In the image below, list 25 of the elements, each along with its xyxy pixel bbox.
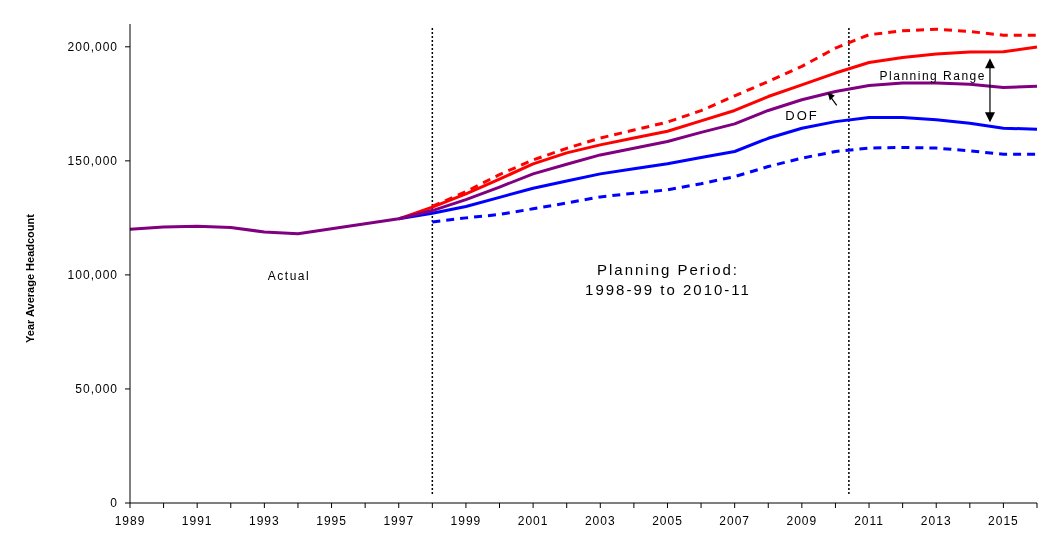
y-tick-label: 50,000	[75, 381, 118, 396]
x-tick-label: 2003	[584, 514, 616, 528]
x-tick-label: 1991	[181, 514, 213, 528]
x-tick-label: 2005	[652, 514, 683, 528]
x-tick-label: 2015	[988, 514, 1019, 528]
x-tick-label: 2009	[786, 514, 818, 528]
x-tick-label: 2007	[719, 514, 751, 528]
x-tick-label: 1995	[316, 514, 347, 528]
y-tick-label: 0	[110, 496, 118, 510]
annotation: Actual	[267, 269, 311, 283]
x-tick-label: 2001	[517, 514, 549, 528]
x-tick-label: 1989	[114, 514, 146, 528]
y-tick-label: 150,000	[67, 153, 118, 168]
x-tick-label: 1999	[450, 514, 482, 528]
annotation: Planning Period: 1998-99 to 2010-11	[585, 261, 751, 298]
y-axis-title: Year Average Headcount	[24, 213, 36, 343]
y-tick-label: 100,000	[67, 267, 118, 282]
x-tick-label: 1997	[383, 514, 415, 528]
x-tick-label: 2013	[920, 514, 952, 528]
x-tick-label: 1993	[249, 514, 280, 528]
annotation: Planning Range	[879, 69, 986, 84]
annotation: DOF	[785, 108, 819, 124]
y-tick-label: 200,000	[67, 39, 118, 54]
line-series	[128, 81, 1039, 236]
x-tick-label: 2011	[854, 514, 884, 528]
